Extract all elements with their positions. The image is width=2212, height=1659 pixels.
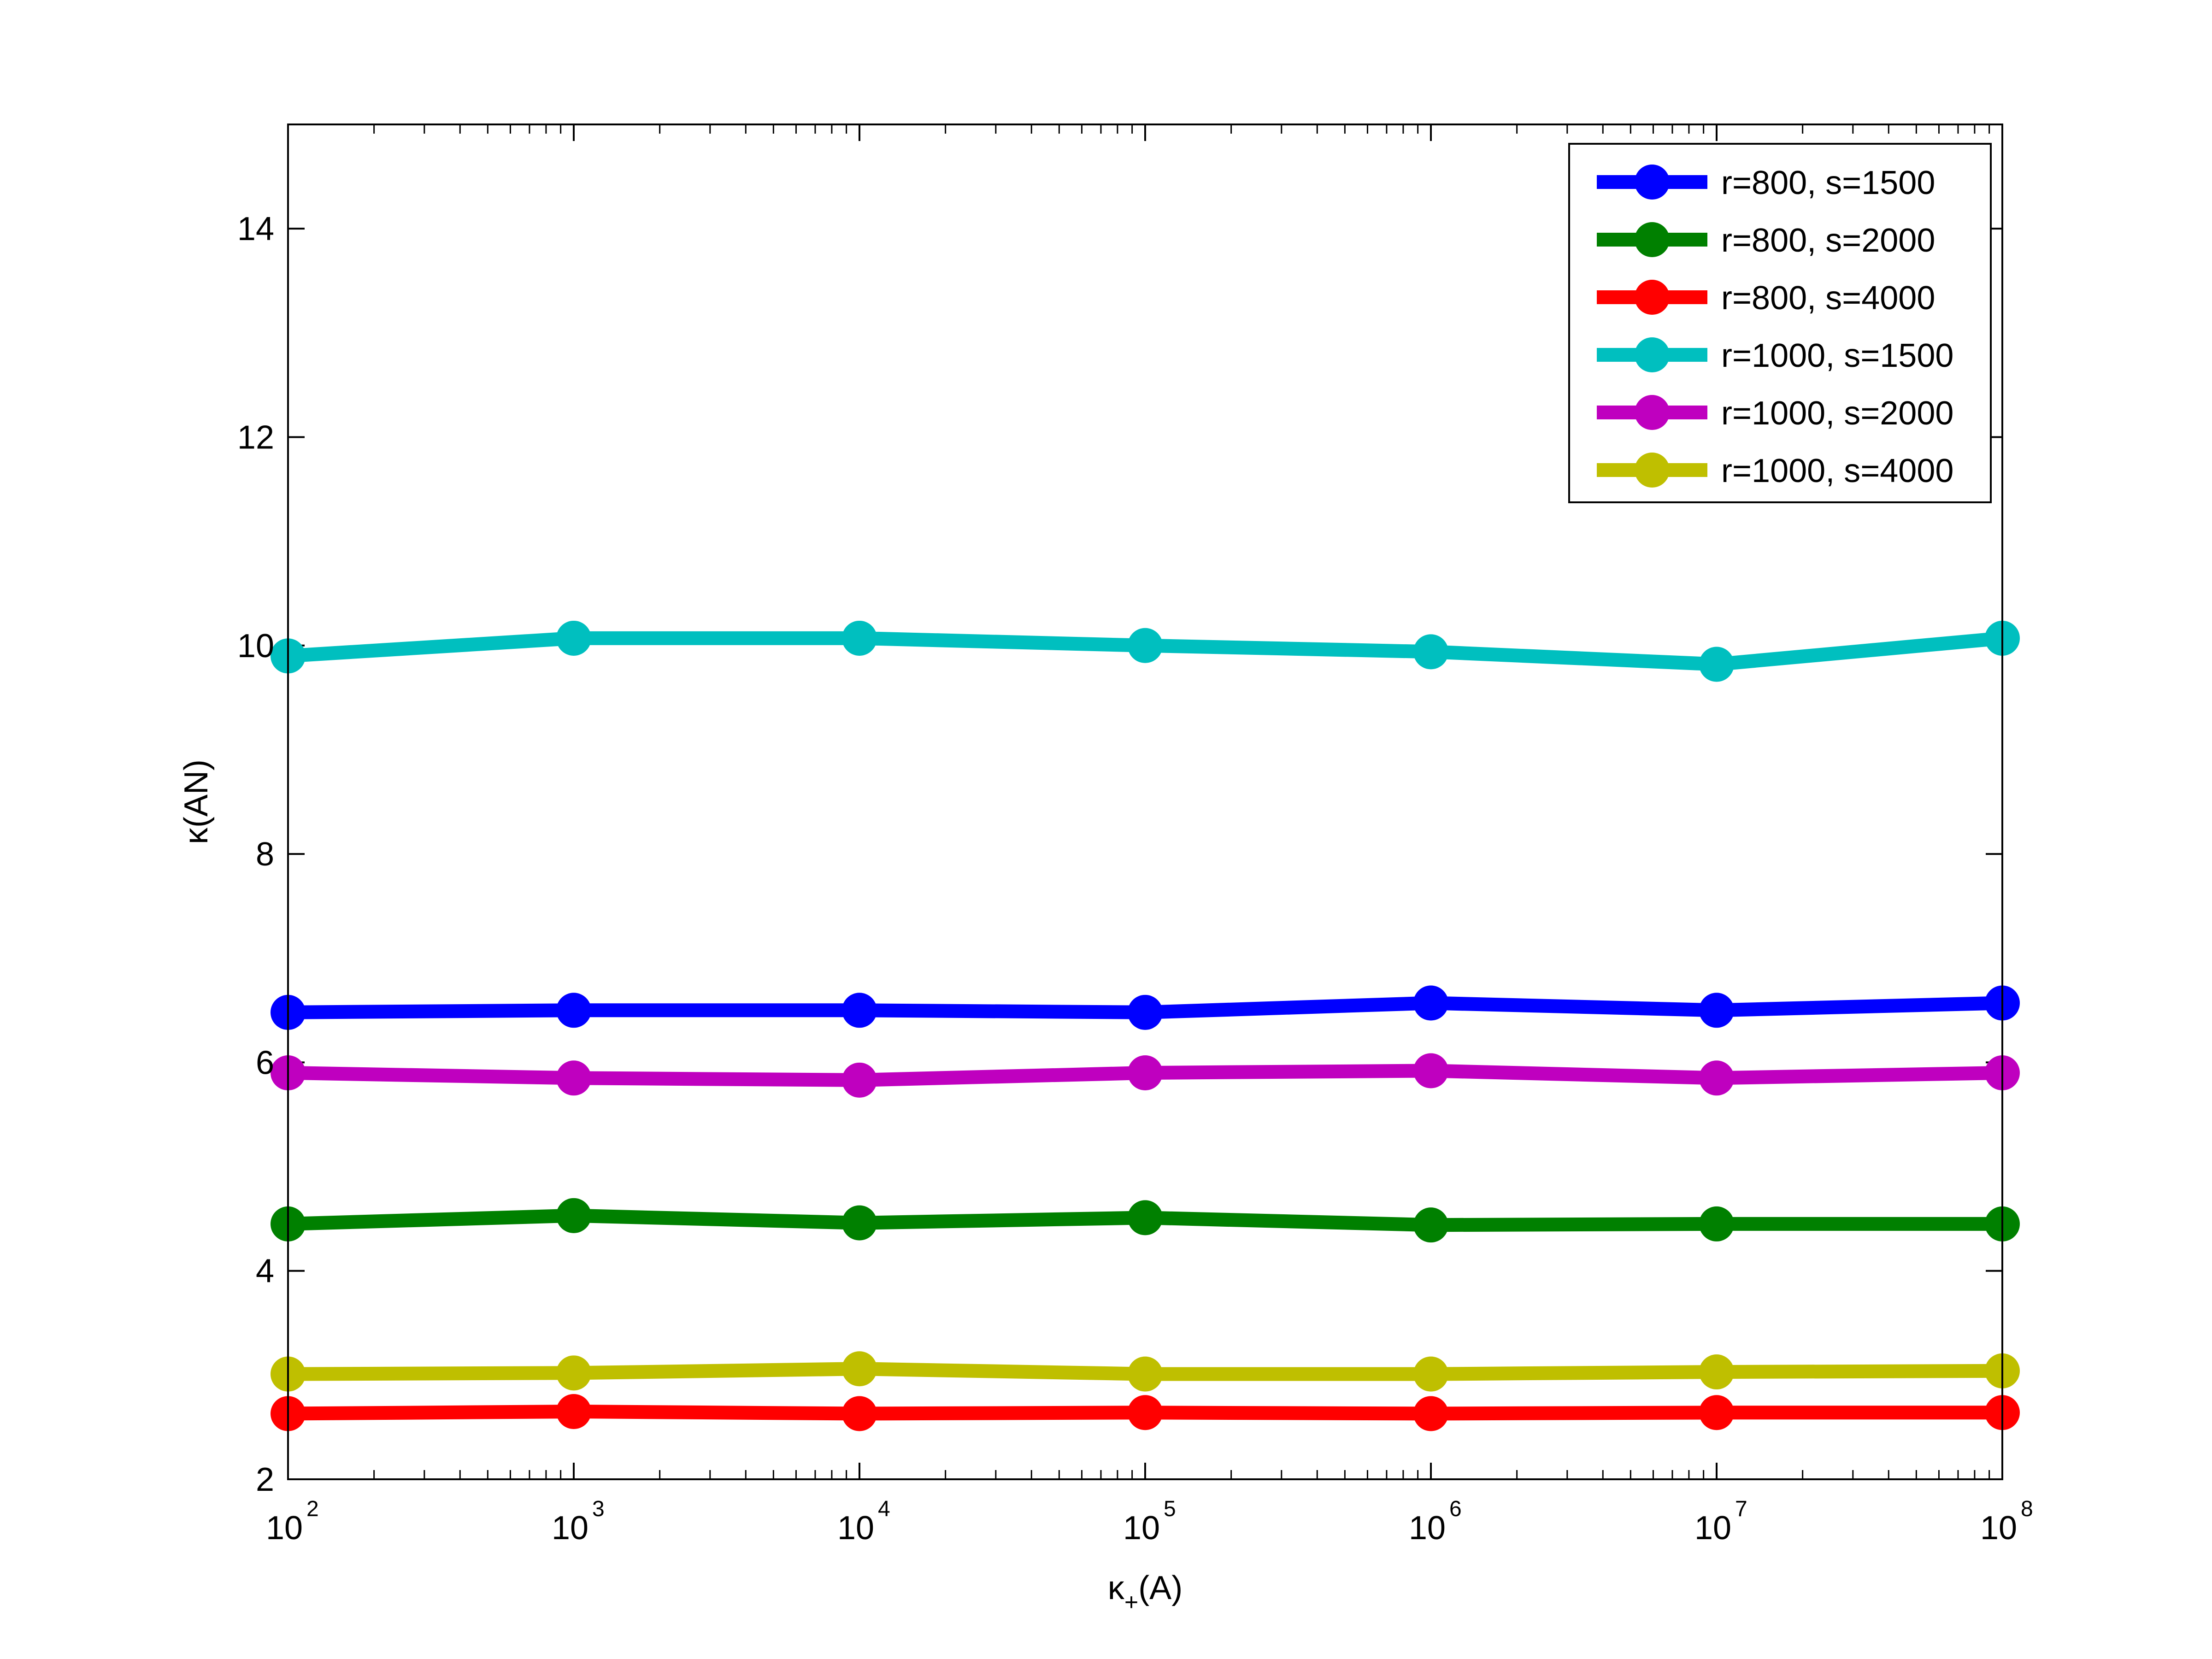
x-tick-exponent: 7 (1735, 1497, 1747, 1521)
data-point (842, 620, 877, 656)
data-point (556, 620, 591, 656)
data-point (556, 1060, 591, 1096)
x-tick-exponent: 8 (2021, 1497, 2033, 1521)
x-tick-label: 10 (837, 1510, 874, 1547)
data-point (842, 993, 877, 1028)
legend-swatch-marker (1635, 280, 1670, 315)
x-tick-label: 10 (266, 1510, 303, 1547)
x-tick-label: 10 (1980, 1510, 2017, 1547)
legend-label: r=1000, s=1500 (1721, 337, 1953, 374)
series-group (271, 620, 2020, 682)
y-tick-label: 12 (237, 419, 274, 456)
data-point (1128, 1356, 1163, 1392)
legend-swatch-marker (1635, 222, 1670, 257)
data-point (1413, 1396, 1448, 1431)
x-tick-label: 10 (552, 1510, 588, 1547)
data-point (1699, 1354, 1734, 1390)
data-point (1128, 1200, 1163, 1235)
plot-frame (287, 124, 2003, 1480)
data-point (556, 993, 591, 1028)
legend-label: r=1000, s=4000 (1721, 453, 1953, 489)
legend-label: r=800, s=4000 (1721, 280, 1935, 317)
legend: r=800, s=1500 r=800, s=2000 r=800, s=4000 r… (1568, 143, 1992, 503)
data-point (1699, 647, 1734, 682)
x-tick-exponent: 2 (306, 1497, 319, 1521)
data-point (842, 1062, 877, 1098)
data-point (556, 1198, 591, 1233)
x-axis-label-suffix: (A) (1138, 1570, 1182, 1606)
x-tick-exponent: 3 (592, 1497, 605, 1521)
series-group (271, 985, 2020, 1030)
data-point (1699, 1395, 1734, 1430)
legend-swatch-marker (1635, 337, 1670, 372)
x-axis-label-main: κ (1108, 1570, 1125, 1606)
x-tick-exponent: 5 (1164, 1497, 1176, 1521)
x-axis-label: κ+(A) (1108, 1570, 1182, 1616)
data-point (1413, 634, 1448, 670)
y-tick-label: 14 (237, 211, 274, 247)
data-point (1128, 994, 1163, 1030)
series-group (271, 1351, 2020, 1392)
data-point (556, 1394, 591, 1429)
x-tick-exponent: 4 (878, 1497, 890, 1521)
x-tick-label: 10 (1123, 1510, 1160, 1547)
y-axis-label: κ(AN) (178, 759, 215, 844)
data-point (1413, 1356, 1448, 1392)
y-tick-label: 6 (256, 1044, 274, 1081)
data-point (1699, 1206, 1734, 1241)
y-tick-label: 4 (256, 1253, 274, 1290)
x-tick-exponent: 6 (1449, 1497, 1462, 1521)
y-tick-label: 8 (256, 836, 274, 873)
data-point (556, 1355, 591, 1391)
x-tick-label: 10 (1694, 1510, 1731, 1547)
x-tick-label: 10 (1409, 1510, 1446, 1547)
legend-swatch-marker (1635, 165, 1670, 200)
y-tick-label: 10 (237, 628, 274, 665)
data-point (1413, 985, 1448, 1021)
data-point (1128, 1055, 1163, 1090)
series-group (271, 1053, 2020, 1098)
data-point (1413, 1053, 1448, 1088)
data-point (1413, 1207, 1448, 1243)
data-point (1128, 1395, 1163, 1430)
legend-label: r=800, s=1500 (1721, 165, 1935, 201)
series-group (271, 1394, 2020, 1431)
legend-box (1568, 143, 1992, 503)
data-point (842, 1205, 877, 1241)
data-point (842, 1351, 877, 1387)
legend-swatch-marker (1635, 395, 1670, 430)
y-tick-label: 2 (256, 1461, 274, 1498)
data-point (1699, 993, 1734, 1028)
legend-label: r=800, s=2000 (1721, 222, 1935, 259)
x-axis-label-subscript: + (1124, 1589, 1138, 1616)
series-layer (271, 620, 2020, 1431)
legend-label: r=1000, s=2000 (1721, 395, 1953, 432)
legend-swatch-marker (1635, 453, 1670, 488)
data-point (1699, 1060, 1734, 1096)
data-point (1128, 628, 1163, 663)
data-point (842, 1396, 877, 1431)
